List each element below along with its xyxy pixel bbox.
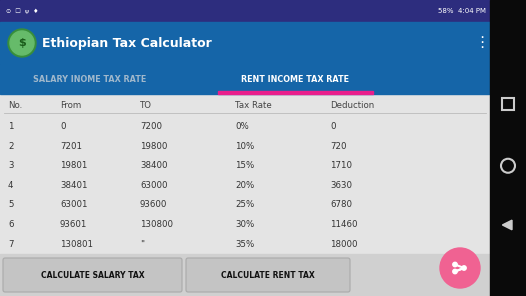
Circle shape	[453, 269, 457, 274]
Text: From: From	[60, 102, 81, 110]
Text: 0%: 0%	[235, 122, 249, 131]
Text: ⊙  ☐  ψ  ♦: ⊙ ☐ ψ ♦	[6, 8, 38, 14]
Text: 63000: 63000	[140, 181, 167, 190]
Text: Tax Rate: Tax Rate	[235, 102, 272, 110]
Text: 38400: 38400	[140, 161, 167, 170]
Text: No.: No.	[8, 102, 22, 110]
Circle shape	[440, 248, 480, 288]
Text: SALARY INOME TAX RATE: SALARY INOME TAX RATE	[33, 75, 147, 83]
Text: 6: 6	[8, 220, 14, 229]
Text: 19800: 19800	[140, 142, 167, 151]
Text: 58%  4:04 PM: 58% 4:04 PM	[438, 8, 486, 14]
Text: 1710: 1710	[330, 161, 352, 170]
Text: 0: 0	[330, 122, 336, 131]
Text: 6780: 6780	[330, 200, 352, 210]
Text: CALCULATE RENT TAX: CALCULATE RENT TAX	[221, 271, 315, 279]
Text: ": "	[140, 240, 144, 249]
Text: TO: TO	[140, 102, 152, 110]
Text: 3: 3	[8, 161, 14, 170]
Circle shape	[462, 266, 466, 270]
Text: 3630: 3630	[330, 181, 352, 190]
Text: 7201: 7201	[60, 142, 82, 151]
Text: $: $	[18, 38, 26, 48]
Text: 7: 7	[8, 240, 14, 249]
Text: 7200: 7200	[140, 122, 162, 131]
Bar	[0, 0, 490, 22]
Text: 93600: 93600	[140, 200, 167, 210]
Text: 35%: 35%	[235, 240, 254, 249]
Text: 63001: 63001	[60, 200, 87, 210]
Text: 19801: 19801	[60, 161, 87, 170]
Text: 30%: 30%	[235, 220, 254, 229]
Text: 20%: 20%	[235, 181, 254, 190]
Text: 93601: 93601	[60, 220, 87, 229]
Circle shape	[10, 31, 34, 55]
Text: 25%: 25%	[235, 200, 254, 210]
Text: 720: 720	[330, 142, 347, 151]
Bar	[0, 22, 490, 64]
Text: Ethiopian Tax Calculator: Ethiopian Tax Calculator	[42, 36, 212, 49]
Polygon shape	[502, 220, 512, 230]
Text: 2: 2	[8, 142, 14, 151]
Text: 15%: 15%	[235, 161, 254, 170]
Text: 38401: 38401	[60, 181, 87, 190]
Text: CALCULATE SALARY TAX: CALCULATE SALARY TAX	[41, 271, 144, 279]
Text: RENT INCOME TAX RATE: RENT INCOME TAX RATE	[241, 75, 349, 83]
Bar	[490, 0, 526, 296]
Bar	[0, 254, 490, 296]
Text: 10%: 10%	[235, 142, 254, 151]
Text: 11460: 11460	[330, 220, 358, 229]
Text: 130800: 130800	[140, 220, 173, 229]
Bar	[0, 94, 490, 254]
Text: 1: 1	[8, 122, 14, 131]
Bar	[217, 91, 372, 94]
Text: 4: 4	[8, 181, 14, 190]
Text: Deduction: Deduction	[330, 102, 375, 110]
FancyBboxPatch shape	[3, 258, 182, 292]
Text: 0: 0	[60, 122, 66, 131]
Text: ⋮: ⋮	[474, 36, 490, 51]
Circle shape	[453, 262, 457, 267]
Text: 5: 5	[8, 200, 14, 210]
Circle shape	[8, 29, 36, 57]
Text: 130801: 130801	[60, 240, 93, 249]
FancyBboxPatch shape	[186, 258, 350, 292]
Bar	[0, 64, 490, 94]
Text: 18000: 18000	[330, 240, 358, 249]
